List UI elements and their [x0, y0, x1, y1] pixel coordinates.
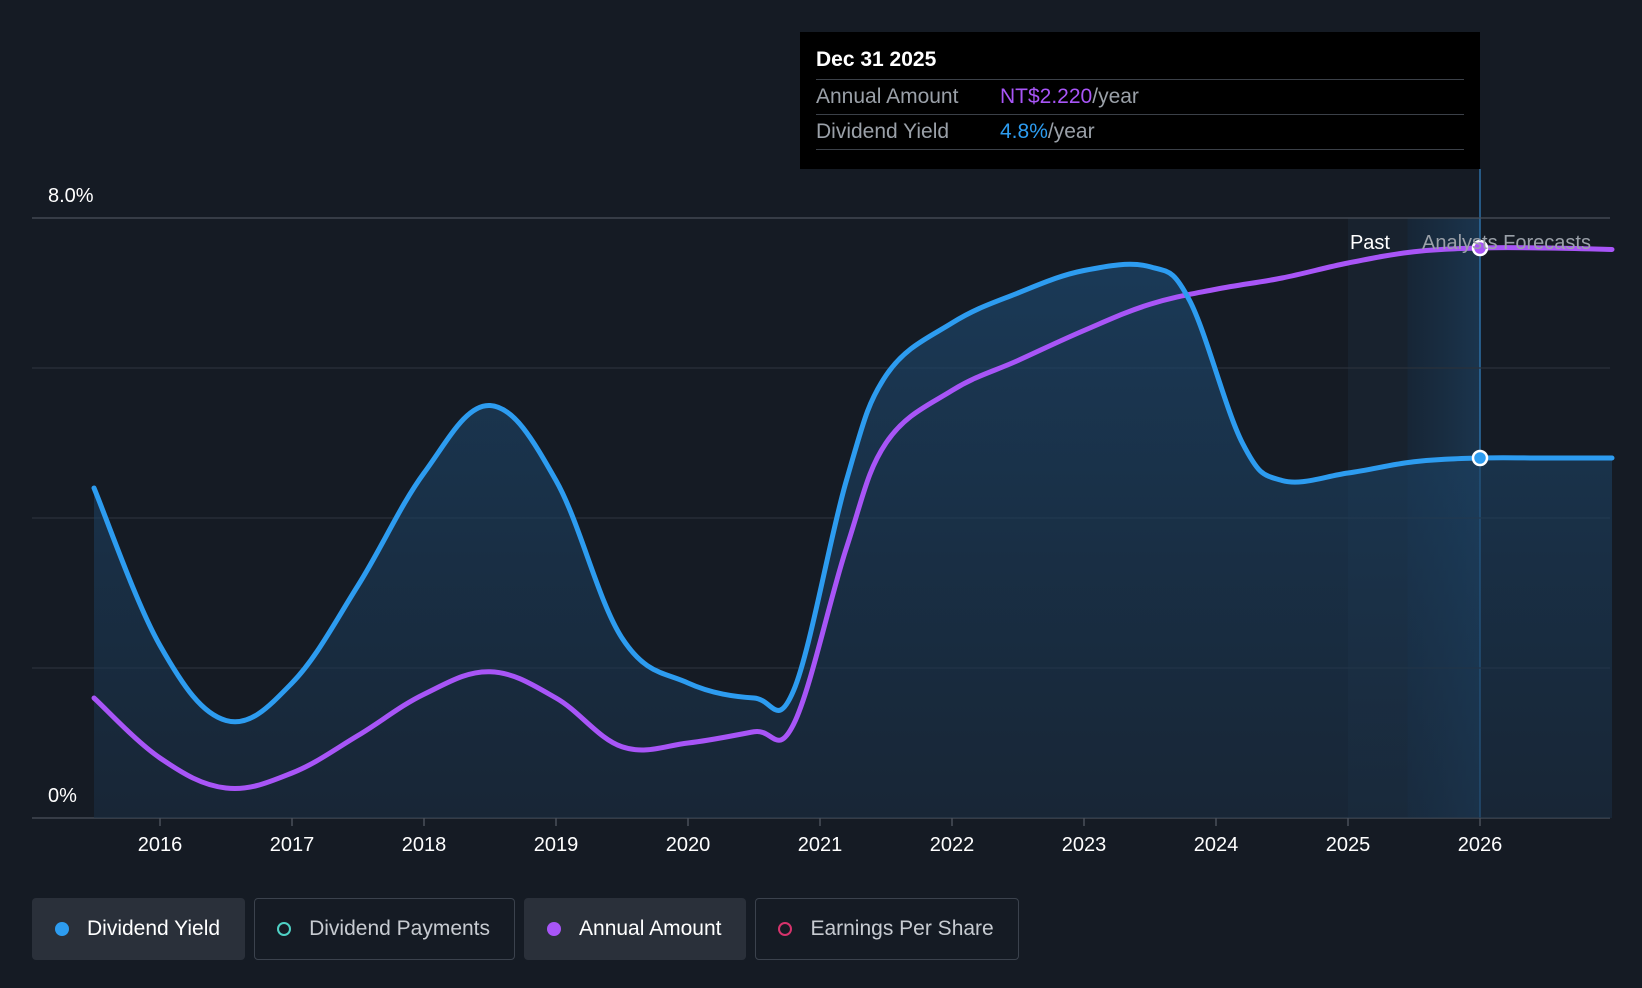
tooltip-date: Dec 31 2025: [816, 46, 1464, 80]
x-tick-label: 2020: [666, 834, 711, 856]
x-tick-label: 2018: [402, 834, 447, 856]
tooltip-value: 4.8%: [1000, 120, 1048, 143]
past-label: Past: [1350, 232, 1390, 254]
tooltip-row-dividend-yield: Dividend Yield 4.8% /year: [816, 115, 1464, 150]
x-tick-label: 2021: [798, 834, 843, 856]
annual-amount-line: [91, 245, 1615, 792]
y-axis-bottom-label: 0%: [48, 785, 77, 807]
legend-label: Earnings Per Share: [810, 917, 994, 940]
x-tick-label: 2025: [1326, 834, 1371, 856]
dividend-yield-line: [91, 261, 1615, 725]
tooltip-row-annual-amount: Annual Amount NT$2.220 /year: [816, 80, 1464, 115]
x-tick-label: 2016: [138, 834, 183, 856]
x-tick-label: 2023: [1062, 834, 1107, 856]
forecast-label: Analysts Forecasts: [1422, 232, 1591, 254]
legend-earnings-per-share[interactable]: Earnings Per Share: [755, 898, 1019, 960]
x-tick-label: 2019: [534, 834, 579, 856]
legend-ring-icon: [277, 922, 292, 936]
legend-ring-icon: [778, 922, 793, 936]
tooltip-unit: /year: [1092, 85, 1139, 108]
x-tick-label: 2024: [1194, 834, 1239, 856]
legend-dividend-payments[interactable]: Dividend Payments: [254, 898, 516, 960]
tooltip-key: Dividend Yield: [816, 120, 950, 143]
tooltip: Dec 31 2025 Annual Amount NT$2.220 /year…: [800, 32, 1480, 169]
legend-label: Dividend Yield: [87, 917, 221, 940]
legend-label: Annual Amount: [579, 917, 722, 940]
dividend-yield-marker[interactable]: [1471, 449, 1489, 467]
y-axis-top-label: 8.0%: [48, 185, 94, 207]
legend-dividend-yield[interactable]: Dividend Yield: [32, 898, 246, 960]
legend: Dividend Yield Dividend Payments Annual …: [32, 898, 1019, 960]
legend-label: Dividend Payments: [309, 917, 491, 940]
tooltip-unit: /year: [1047, 120, 1095, 143]
tooltip-key: Annual Amount: [816, 85, 959, 108]
dividend-yield-area: [94, 264, 1612, 819]
annual-amount-marker[interactable]: [1471, 239, 1489, 257]
legend-annual-amount[interactable]: Annual Amount: [524, 898, 747, 960]
x-tick-label: 2017: [270, 834, 315, 856]
x-tick-label: 2022: [930, 834, 975, 856]
tooltip-value: NT$2.220: [1000, 85, 1093, 108]
legend-dot-icon: [55, 922, 69, 936]
x-tick-label: 2026: [1458, 834, 1503, 856]
legend-dot-icon: [547, 922, 562, 936]
